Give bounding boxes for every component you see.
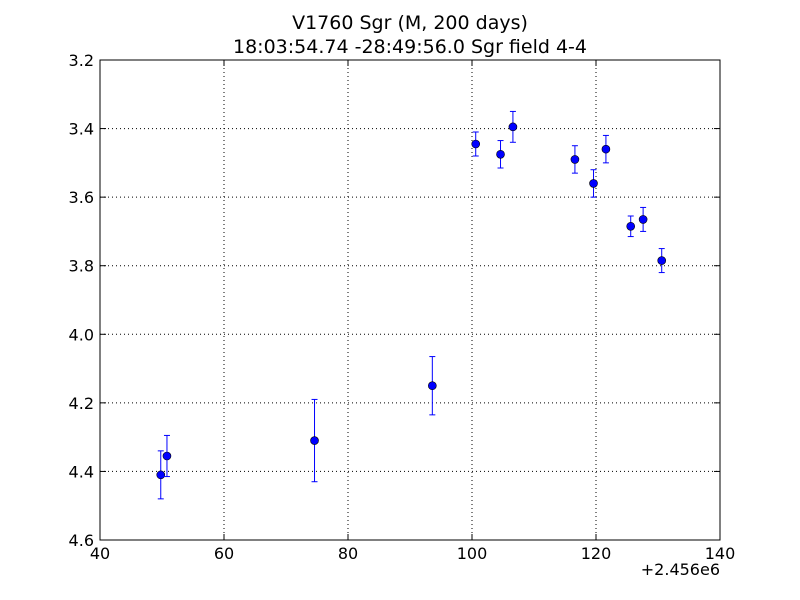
data-point <box>657 248 667 274</box>
plot-area-frame <box>99 59 721 541</box>
data-marker <box>638 215 648 224</box>
x-axis-tick-labels: 40 60 80 100 120 140 <box>90 544 735 563</box>
data-marker <box>162 451 172 461</box>
data-marker <box>657 256 667 265</box>
data-point <box>638 206 648 232</box>
data-marker <box>156 470 166 480</box>
data-point <box>310 398 319 483</box>
y-tick-label: 4.0 <box>69 325 94 344</box>
axis-ticks <box>99 59 721 541</box>
x-tick-label: 100 <box>457 544 488 563</box>
y-tick-label: 4.4 <box>69 462 94 481</box>
y-tick-label: 3.8 <box>69 257 94 276</box>
data-point <box>601 134 611 164</box>
data-point <box>162 434 172 478</box>
x-tick-label: 140 <box>705 544 736 563</box>
data-marker <box>428 381 437 391</box>
data-marker <box>496 149 505 159</box>
y-tick-label: 4.2 <box>69 394 94 413</box>
data-point <box>626 215 636 238</box>
y-tick-label: 3.4 <box>69 120 94 139</box>
data-point <box>570 145 580 174</box>
data-marker <box>570 155 580 164</box>
y-tick-label: 3.2 <box>69 51 94 70</box>
data-point <box>156 450 166 500</box>
y-axis-tick-labels: 3.2 3.4 3.6 3.8 4.0 4.2 4.4 4.6 <box>69 51 94 550</box>
x-tick-label: 120 <box>581 544 612 563</box>
y-tick-label: 3.6 <box>69 188 94 207</box>
grid <box>100 60 720 540</box>
x-tick-label: 60 <box>214 544 234 563</box>
data-point <box>508 110 518 143</box>
data-series <box>156 110 667 500</box>
data-marker <box>508 122 518 132</box>
data-point <box>496 140 505 169</box>
data-marker <box>626 221 636 231</box>
data-point <box>589 169 598 198</box>
data-marker <box>589 179 598 188</box>
x-tick-label: 80 <box>338 544 358 563</box>
data-marker <box>310 436 319 445</box>
chart-subtitle: 18:03:54.74 -28:49:56.0 Sgr field 4-4 <box>233 36 587 58</box>
data-marker <box>601 144 611 154</box>
chart-title: V1760 Sgr (M, 200 days) <box>292 12 528 34</box>
data-point <box>428 356 437 416</box>
data-marker <box>471 139 481 149</box>
y-tick-label: 4.6 <box>69 531 94 550</box>
x-axis-offset-label: +2.456e6 <box>641 560 720 579</box>
data-point <box>471 131 481 157</box>
x-tick-label: 40 <box>90 544 110 563</box>
